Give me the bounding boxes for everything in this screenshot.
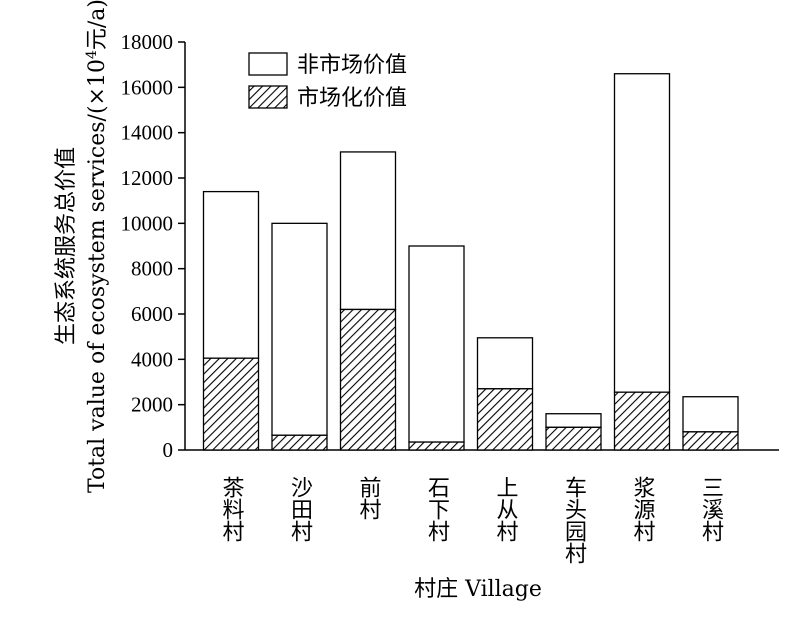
bar-market <box>202 357 260 451</box>
bar-nonmarket <box>682 396 739 433</box>
legend: 非市场价值 市场化价值 <box>248 52 407 111</box>
legend-label-nonmarket: 非市场价值 <box>297 53 407 78</box>
x-tick-label: 茶料村 <box>219 476 245 542</box>
y-tick-label: 12000 <box>121 166 174 190</box>
bar-nonmarket <box>339 151 397 311</box>
x-tick-label: 浆源村 <box>630 476 656 542</box>
x-tick-label: 石下村 <box>424 476 450 542</box>
x-axis-title: 村庄 Village <box>414 577 542 602</box>
bar-nonmarket <box>613 73 671 393</box>
y-tick-label: 0 <box>163 438 174 462</box>
legend-label-market: 市场化价值 <box>297 86 407 111</box>
bar-market <box>545 426 602 451</box>
legend-swatch-nonmarket <box>248 52 288 76</box>
x-tick-label: 车头园村 <box>561 476 587 564</box>
bar-nonmarket <box>202 190 260 359</box>
bar-nonmarket <box>271 222 328 436</box>
y-axis-title-en: Total value of ecosystem services/(×104元… <box>84 0 110 493</box>
bar-market <box>682 431 739 451</box>
y-tick-label: 6000 <box>131 302 173 326</box>
x-tick-label: 三溪村 <box>698 476 724 542</box>
bar-nonmarket <box>545 413 602 428</box>
x-tick-label: 上从村 <box>493 476 519 542</box>
x-tick-label: 前村 <box>356 476 382 520</box>
y-tick-label: 16000 <box>121 75 174 99</box>
legend-swatch-market <box>248 85 288 109</box>
y-tick-label: 14000 <box>121 121 174 145</box>
x-tick-label: 沙田村 <box>287 476 313 542</box>
bar-market <box>613 391 671 451</box>
y-tick-label: 18000 <box>121 30 174 54</box>
bar-market <box>408 441 465 451</box>
y-tick-label: 4000 <box>131 347 173 371</box>
bar-nonmarket <box>408 245 465 443</box>
y-ticks: 0 2000 4000 6000 8000 10000 12000 14000 16000 180… <box>121 30 185 462</box>
y-tick-label: 8000 <box>131 257 173 281</box>
bar-market <box>476 388 534 451</box>
bar-nonmarket <box>476 337 534 390</box>
y-tick-label: 2000 <box>131 393 173 417</box>
bar-market <box>339 308 397 451</box>
y-axis-title-cn: 生态系统服务总价值 <box>54 147 79 345</box>
bar-market <box>271 434 328 451</box>
x-tick-labels: 茶料村 沙田村 前村 石下村 上从村 车头园村 浆源村 三溪村 <box>219 476 725 564</box>
bars <box>202 73 739 451</box>
y-tick-label: 10000 <box>121 211 174 235</box>
